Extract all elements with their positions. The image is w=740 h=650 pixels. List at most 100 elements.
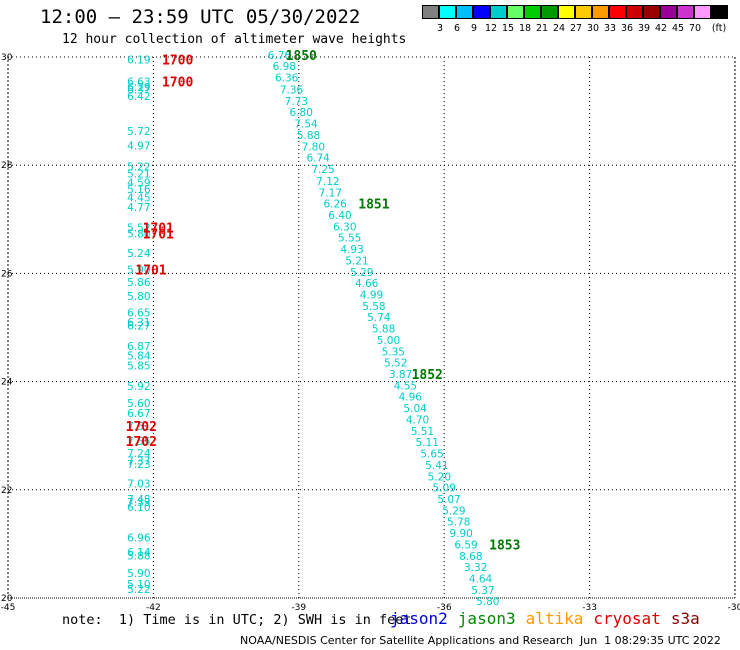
swh-value-label: 5.88: [372, 324, 395, 336]
credit-text: NOAA/NESDIS Center for Satellite Applica…: [240, 634, 574, 647]
colorbar-label: 6: [453, 23, 461, 34]
x-tick-label: -42: [146, 603, 161, 613]
swh-value-label: 5.85: [127, 360, 150, 372]
swh-value-label: 7.54: [294, 119, 318, 131]
colorbar-label: 30: [586, 23, 600, 34]
swh-value-label: 9.90: [449, 528, 472, 540]
colorbar-swatch: [507, 5, 524, 19]
colorbar-swatch: [439, 5, 456, 19]
swh-value-label: 4.96: [399, 392, 423, 404]
swh-value-label: 6.19: [127, 55, 150, 67]
swh-value-label: 6.80: [290, 107, 313, 119]
swh-value-label: 5.04: [403, 403, 427, 415]
colorbar-swatch: [541, 5, 558, 19]
swh-value-label: 4.66: [355, 278, 379, 290]
swh-value-label: 5.35: [382, 346, 405, 358]
satellite-legend-cryosat: cryosat: [593, 609, 661, 628]
y-tick-label: 22: [1, 486, 12, 496]
colorbar-swatch: [592, 5, 609, 19]
swh-value-label: 4.70: [406, 414, 429, 426]
swh-value-label: 5.00: [377, 335, 400, 347]
y-tick-label: 28: [1, 161, 13, 171]
swh-value-label: 5.07: [437, 494, 460, 506]
swh-value-label: 6.30: [333, 221, 356, 233]
swh-value-label: 6.37: [127, 84, 150, 96]
swh-value-label: 5.52: [127, 222, 150, 234]
colorbar-swatch: [711, 5, 728, 19]
colorbar-label: 12: [484, 23, 498, 34]
y-tick-label: 30: [1, 53, 13, 63]
chart-subtitle: 12 hour collection of altimeter wave hei…: [62, 32, 407, 47]
x-tick-label: -45: [1, 603, 16, 613]
swh-value-label: 6.65: [127, 307, 150, 319]
swh-value-label: 7.33: [127, 497, 150, 509]
swh-value-label: 5.24: [127, 248, 151, 260]
swh-value-label: 6.96: [127, 532, 151, 544]
swh-value-label: 6.26: [323, 199, 347, 211]
swh-value-label: 7.17: [319, 187, 342, 199]
colorbar-unit: (ft): [711, 23, 727, 34]
x-tick-label: -33: [582, 603, 597, 613]
swh-value-label: 4.55: [394, 380, 417, 392]
pass-time-label: 1701: [143, 227, 174, 242]
colorbar-swatch: [422, 5, 439, 19]
x-tick-label: -39: [291, 603, 306, 613]
swh-value-label: 7.80: [302, 141, 325, 153]
satellite-legend-s3a: s3a: [670, 609, 700, 628]
swh-value-label: 7.48: [127, 494, 150, 506]
pass-time-label: 1702: [126, 435, 157, 450]
swh-value-label: 5.29: [350, 267, 373, 279]
swh-value-label: 5.72: [127, 126, 150, 138]
satellite-legend: jason2 jason3 altika cryosat s3a: [390, 609, 710, 628]
satellite-legend-altika: altika: [525, 609, 584, 628]
colorbar-swatch: [558, 5, 575, 19]
colorbar-swatch: [456, 5, 473, 19]
swh-value-label: 5.88: [127, 550, 150, 562]
swh-value-label: 7.73: [285, 96, 308, 108]
swh-value-label: 8.68: [459, 551, 482, 563]
swh-value-label: 5.90: [127, 568, 150, 580]
colorbar-swatch: [609, 5, 626, 19]
colorbar-label: 9: [470, 23, 478, 34]
colorbar-label: 21: [535, 23, 549, 34]
colorbar-label: 42: [654, 23, 668, 34]
swh-value-label: 5.41: [425, 460, 448, 472]
pass-time-label: 1851: [358, 198, 389, 213]
swh-value-label: 4.97: [127, 141, 150, 153]
colorbar-swatch: [490, 5, 507, 19]
swh-value-label: 5.37: [471, 585, 494, 597]
swh-value-label: 5.90: [127, 265, 150, 277]
swh-value-label: 4.77: [127, 202, 150, 214]
swh-value-label: 7.23: [127, 459, 150, 471]
swh-value-label: 7.12: [316, 176, 339, 188]
swh-value-label: 5.22: [127, 584, 150, 596]
swh-value-label: 6.29: [127, 82, 150, 94]
swh-value-label: 7.36: [280, 84, 304, 96]
colorbar-label: 15: [501, 23, 515, 34]
swh-value-label: 7.37: [127, 456, 150, 468]
swh-value-label: 6.74: [306, 153, 330, 165]
pass-time-label: 1701: [143, 221, 174, 236]
generated-timestamp: Jun 1 08:29:35 UTC 2022: [580, 634, 721, 647]
swh-value-label: 4.99: [360, 289, 383, 301]
colorbar-swatch: [575, 5, 592, 19]
swh-value-label: 5.10: [127, 579, 150, 591]
swh-value-label: 6.36: [275, 73, 299, 85]
swh-value-label: 4.59: [127, 178, 150, 190]
swh-value-label: 4.93: [340, 244, 363, 256]
pass-time-label: 1852: [412, 368, 443, 383]
swh-value-label: 3.87: [389, 369, 412, 381]
swh-value-label: 5.11: [416, 437, 439, 449]
swh-value-label: 6.42: [127, 91, 150, 103]
swh-value-label: 4.45: [127, 193, 150, 205]
pass-time-label: 1701: [135, 264, 166, 279]
colorbar-label: 27: [569, 23, 583, 34]
colorbar-label: 33: [603, 23, 617, 34]
colorbar-label: 45: [671, 23, 685, 34]
swh-value-label: 5.09: [433, 483, 456, 495]
swh-value-label: 5.78: [447, 517, 470, 529]
swh-value-label: 5.84: [127, 351, 151, 363]
swh-value-label: 6.76: [268, 50, 292, 62]
swh-value-label: 4.64: [469, 574, 493, 586]
